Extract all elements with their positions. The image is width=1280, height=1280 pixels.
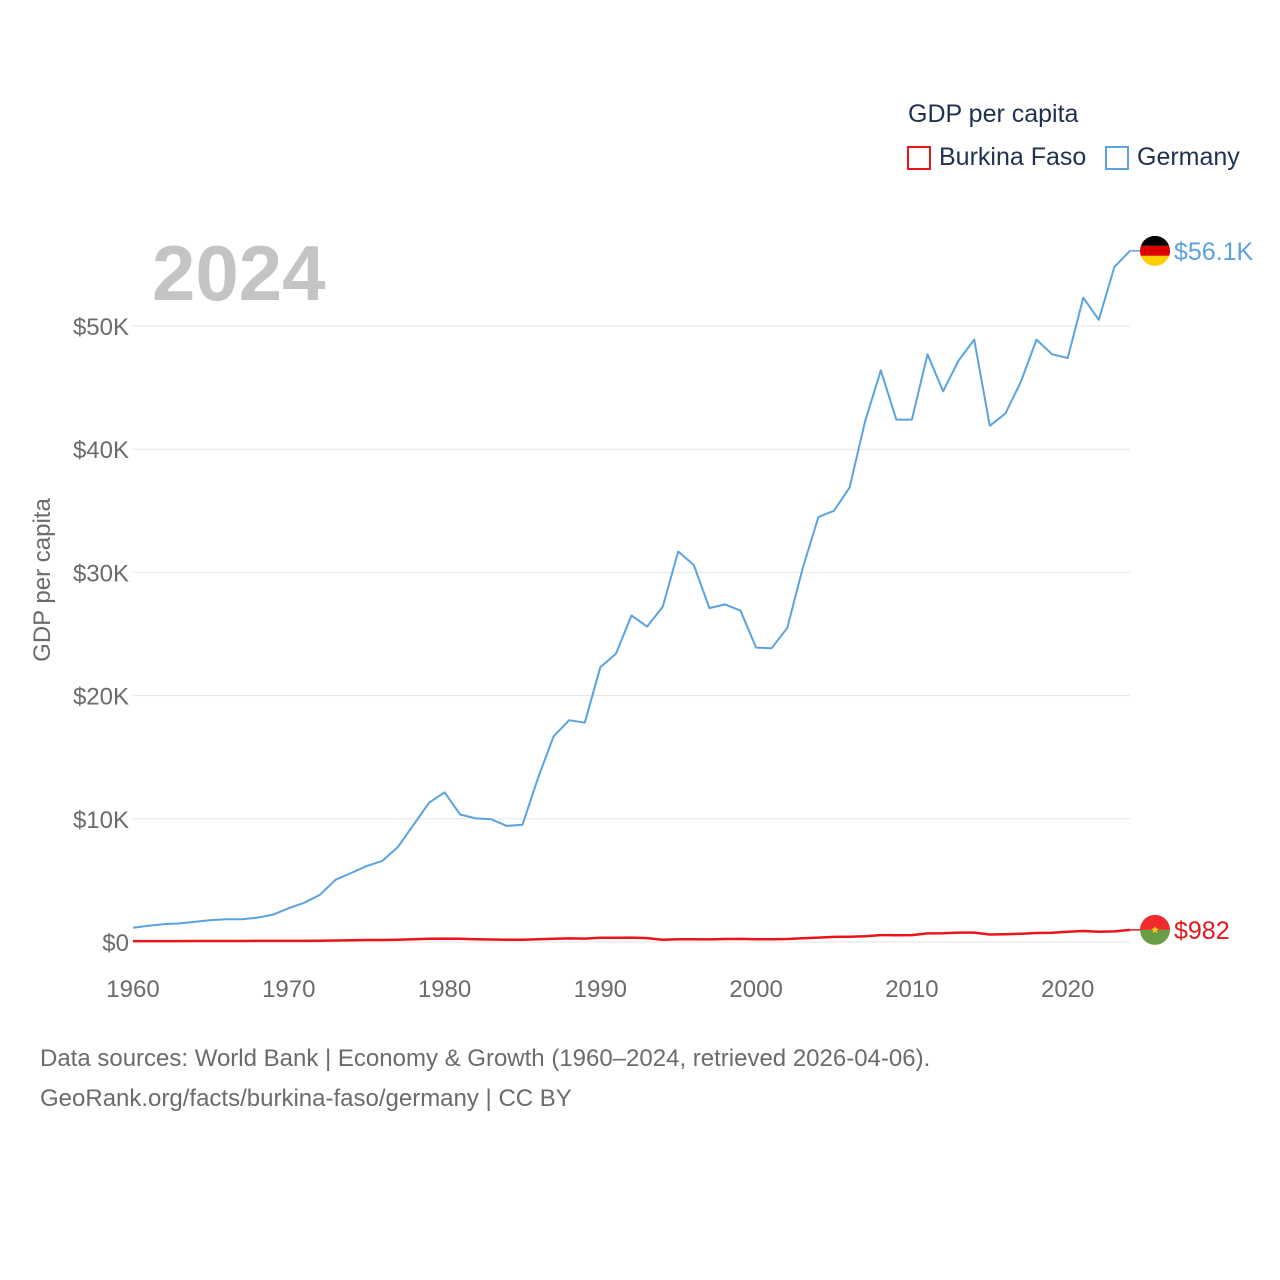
- x-tick-label: 2010: [885, 976, 938, 1003]
- x-tick-label: 2000: [729, 976, 782, 1003]
- y-tick-label: $10K: [73, 807, 129, 834]
- year-label: 2024: [152, 229, 326, 317]
- legend-item-burkina-faso[interactable]: Burkina Faso: [907, 143, 1086, 172]
- source-line-2[interactable]: GeoRank.org/facts/burkina-faso/germany |…: [40, 1085, 572, 1112]
- legend-item-germany[interactable]: Germany: [1105, 143, 1240, 172]
- x-tick-label: 2020: [1041, 976, 1094, 1003]
- x-tick-label: 1980: [418, 976, 471, 1003]
- x-tick-label: 1960: [106, 976, 159, 1003]
- source-line-1: Data sources: World Bank | Economy & Gro…: [40, 1045, 931, 1072]
- x-tick-label: 1970: [262, 976, 315, 1003]
- end-markers: $56.1K $982: [1130, 235, 1254, 945]
- y-tick-label: $20K: [73, 684, 129, 711]
- y-tick-label: $40K: [73, 437, 129, 464]
- burkina-faso-flag-icon: [1140, 914, 1170, 945]
- end-value-label-germany: $56.1K: [1174, 238, 1254, 266]
- x-axis-ticks: 1960 1970 1980 1990 2000 2010 2020: [106, 976, 1094, 1003]
- y-axis-ticks: $0 $10K $20K $30K $40K $50K: [73, 314, 129, 957]
- legend-label-germany: Germany: [1137, 143, 1240, 171]
- gridlines: [133, 325, 1130, 943]
- series-line-burkina-faso: [133, 928, 1131, 943]
- y-tick-label: $50K: [73, 314, 129, 341]
- y-tick-label: $0: [102, 930, 129, 957]
- series-lines: [132, 250, 1131, 943]
- series-line-germany: [132, 250, 1131, 929]
- x-tick-label: 1990: [574, 976, 627, 1003]
- end-value-label-burkina-faso: $982: [1174, 917, 1230, 945]
- legend-swatch-germany: [1105, 145, 1129, 170]
- y-tick-label: $30K: [73, 560, 129, 587]
- legend-label-burkina-faso: Burkina Faso: [939, 143, 1087, 171]
- germany-flag-icon: [1140, 235, 1170, 266]
- legend-swatch-burkina-faso: [907, 145, 931, 170]
- legend-title: GDP per capita: [908, 100, 1079, 128]
- y-axis-label: GDP per capita: [29, 498, 56, 662]
